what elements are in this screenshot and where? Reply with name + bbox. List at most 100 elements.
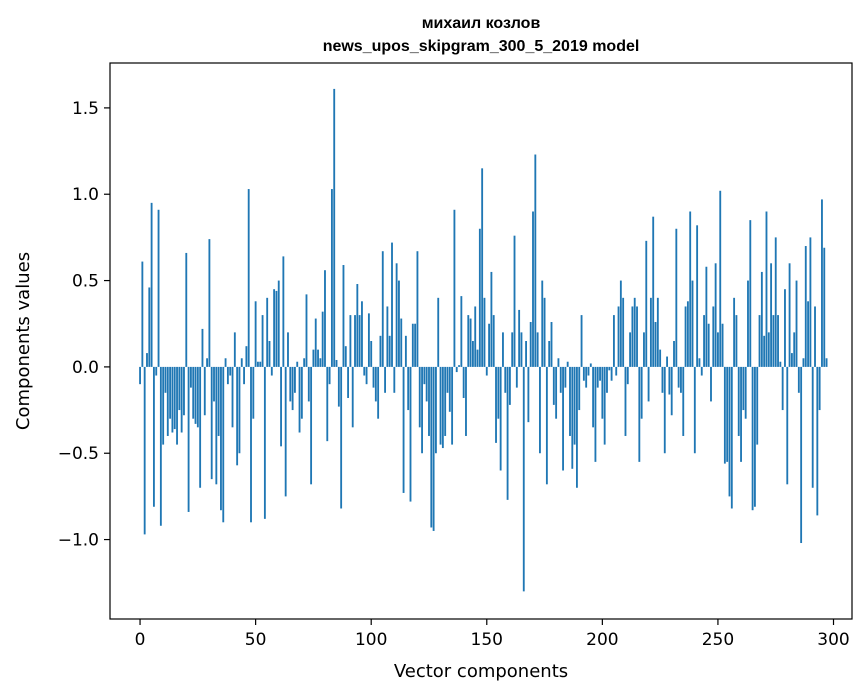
- bar-37: [224, 358, 227, 367]
- bar-35: [220, 366, 222, 511]
- bar-139: [460, 296, 463, 367]
- chart-subtitle: news_upos_skipgram_300_5_2019 model: [323, 38, 640, 55]
- bar-60: [277, 280, 280, 367]
- bar-245: [705, 266, 708, 367]
- bar-282: [790, 353, 793, 367]
- bar-288: [804, 246, 807, 367]
- bar-63: [284, 366, 287, 497]
- bar-226: [661, 366, 664, 393]
- bar-166: [522, 366, 525, 592]
- bar-108: [388, 335, 391, 367]
- bar-11: [164, 366, 167, 393]
- bar-268: [758, 315, 761, 367]
- bar-101: [372, 366, 375, 388]
- bar-85: [335, 359, 338, 367]
- bar-276: [777, 315, 779, 367]
- bar-117: [409, 366, 412, 502]
- bar-218: [643, 332, 645, 367]
- bar-221: [649, 297, 652, 367]
- bar-241: [696, 225, 699, 367]
- bar-269: [760, 271, 763, 367]
- bar-16: [176, 366, 178, 445]
- bar-126: [430, 366, 433, 528]
- y-tick-label-1.5: 1.5: [72, 99, 99, 119]
- bar-36: [222, 366, 225, 523]
- bar-212: [629, 332, 632, 367]
- bar-199: [599, 366, 601, 381]
- bar-128: [435, 366, 437, 454]
- bar-263: [747, 280, 749, 367]
- bar-275: [774, 237, 777, 367]
- bar-89: [344, 346, 347, 367]
- bar-160: [508, 366, 511, 405]
- bar-255: [728, 366, 731, 497]
- bar-64: [287, 332, 289, 367]
- bar-223: [654, 322, 657, 367]
- bar-73: [307, 366, 310, 402]
- bar-134: [448, 366, 451, 412]
- bar-1: [141, 261, 144, 367]
- bar-247: [710, 366, 712, 402]
- bar-151: [488, 323, 491, 367]
- bar-18: [180, 366, 183, 433]
- bar-82: [328, 366, 331, 385]
- bar-210: [624, 366, 627, 436]
- bar-271: [765, 211, 768, 367]
- bar-266: [753, 366, 756, 507]
- bar-156: [499, 366, 502, 471]
- bar-188: [573, 366, 576, 445]
- bar-28: [203, 366, 206, 416]
- bar-39: [229, 366, 232, 376]
- bar-100: [370, 341, 373, 367]
- bar-289: [807, 301, 810, 367]
- bar-129: [437, 297, 440, 367]
- bar-267: [756, 366, 759, 445]
- bar-145: [474, 306, 477, 367]
- x-axis-label: Vector components: [394, 661, 568, 682]
- bar-280: [786, 366, 789, 485]
- bar-175: [543, 297, 546, 367]
- bar-43: [238, 366, 241, 454]
- bar-105: [381, 251, 384, 367]
- bar-257: [733, 297, 736, 367]
- bar-184: [564, 366, 567, 388]
- bar-192: [582, 366, 585, 381]
- bar-262: [744, 366, 747, 419]
- bar-258: [735, 315, 738, 367]
- bar-80: [324, 270, 326, 367]
- bar-109: [391, 242, 393, 367]
- bar-214: [633, 297, 636, 367]
- bar-204: [610, 366, 613, 381]
- bar-30: [208, 239, 211, 367]
- bar-22: [189, 366, 192, 388]
- bar-19: [183, 366, 185, 416]
- bar-272: [767, 332, 770, 367]
- bar-114: [402, 366, 405, 493]
- bar-195: [589, 363, 592, 367]
- bar-293: [816, 366, 819, 516]
- bar-120: [416, 251, 419, 367]
- bar-69: [298, 366, 301, 433]
- bar-6: [152, 366, 155, 507]
- bar-13: [169, 366, 172, 419]
- bar-50: [254, 301, 257, 367]
- bar-38: [226, 366, 229, 385]
- bar-84: [333, 88, 336, 367]
- bar-62: [282, 256, 285, 367]
- bar-119: [414, 323, 417, 367]
- bar-79: [321, 311, 324, 367]
- bar-227: [663, 366, 666, 454]
- bar-2: [143, 366, 146, 535]
- bar-167: [525, 341, 527, 367]
- bar-176: [545, 366, 548, 485]
- bar-181: [557, 358, 560, 367]
- bar-174: [541, 280, 544, 367]
- bar-203: [608, 366, 611, 371]
- bar-237: [686, 301, 689, 367]
- bar-171: [534, 154, 537, 367]
- bar-240: [693, 366, 696, 454]
- bar-182: [559, 366, 562, 393]
- bar-177: [548, 341, 551, 367]
- bar-249: [714, 263, 717, 367]
- bar-111: [395, 263, 398, 367]
